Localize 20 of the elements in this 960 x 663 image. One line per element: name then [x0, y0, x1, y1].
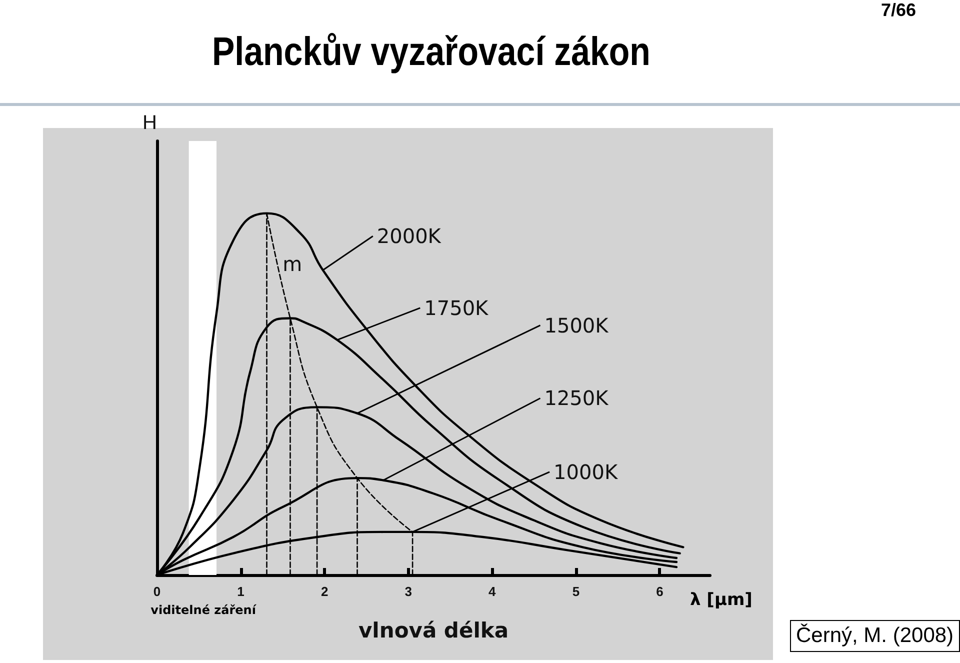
band-label: viditelné záření: [150, 603, 256, 617]
x-tick-label: 5: [572, 584, 580, 599]
text: 2000K: [376, 224, 442, 248]
text: 1000K: [554, 460, 618, 484]
text: Černý, M. (2008): [790, 620, 960, 652]
x-tick-label: 0: [153, 584, 161, 599]
y-axis-title: H: [142, 112, 157, 134]
text: 7/66: [880, 0, 916, 21]
text: λ [µm]: [690, 590, 752, 610]
x-tick-label: 3: [404, 584, 412, 599]
text: 1250K: [544, 386, 610, 410]
x-tick-label: 1: [237, 584, 244, 599]
chart-title: Planckův vyzařovací zákon: [212, 30, 650, 75]
x-axis-title: vlnová délka: [358, 618, 509, 642]
x-tick-label: 4: [488, 584, 497, 599]
x-tick-label: 2: [320, 584, 328, 599]
annotation: m: [282, 252, 302, 276]
text: 1500K: [544, 313, 610, 338]
text: 1750K: [424, 296, 490, 320]
x-tick-label: 6: [656, 584, 664, 599]
